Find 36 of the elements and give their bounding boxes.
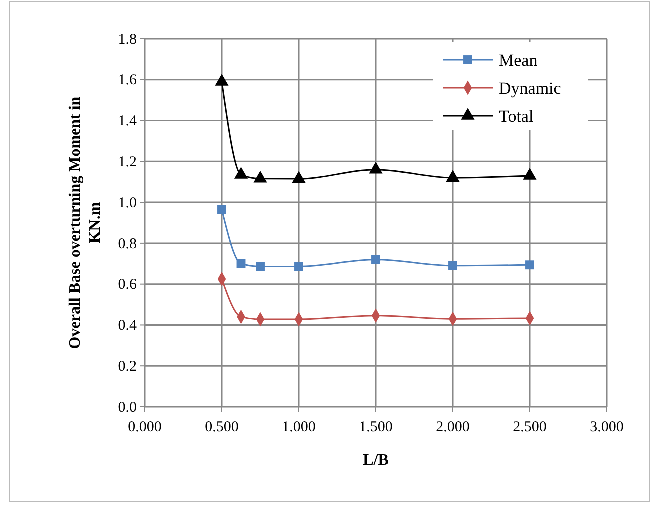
- point: [369, 162, 383, 174]
- y-tick-label: 1.8: [118, 32, 137, 48]
- y-tick-label: 0.8: [118, 236, 137, 252]
- point: [215, 74, 229, 86]
- y-tick-label: 1.2: [118, 154, 137, 170]
- point: [256, 262, 265, 272]
- point: [523, 168, 537, 180]
- point: [294, 262, 304, 272]
- y-tick-label: 1.0: [118, 195, 137, 212]
- point: [372, 255, 380, 264]
- x-tick-label: 2.500: [513, 420, 547, 436]
- point: [218, 205, 226, 214]
- x-tick-label: 1.000: [282, 420, 316, 436]
- legend-label: Total: [499, 107, 534, 126]
- y-tick-label: 0.0: [118, 400, 137, 416]
- point: [526, 260, 534, 270]
- y-tick-label: 0.6: [118, 277, 138, 294]
- point: [292, 171, 306, 183]
- y-tick-label: 0.2: [118, 358, 137, 375]
- x-tick-label: 2.000: [436, 420, 470, 436]
- x-tick-label: 0.000: [128, 420, 162, 436]
- legend-label: Mean: [499, 51, 538, 70]
- y-tick-label: 0.4: [118, 318, 138, 334]
- point: [446, 170, 460, 182]
- point: [448, 261, 458, 270]
- point: [254, 170, 268, 183]
- legend-label: Dynamic: [499, 79, 562, 98]
- x-tick-label: 0.500: [205, 420, 239, 436]
- x-tick-label: 1.500: [359, 420, 393, 436]
- y-tick-label: 1.6: [118, 72, 138, 89]
- x-tick-label: 3.000: [590, 420, 624, 436]
- point: [236, 259, 246, 268]
- point: [234, 167, 248, 179]
- y-tick-label: 1.4: [118, 114, 138, 130]
- x-axis-title: L/B: [363, 452, 390, 469]
- y-axis-title: Overall Base overturning Moment in KN.m: [67, 96, 104, 350]
